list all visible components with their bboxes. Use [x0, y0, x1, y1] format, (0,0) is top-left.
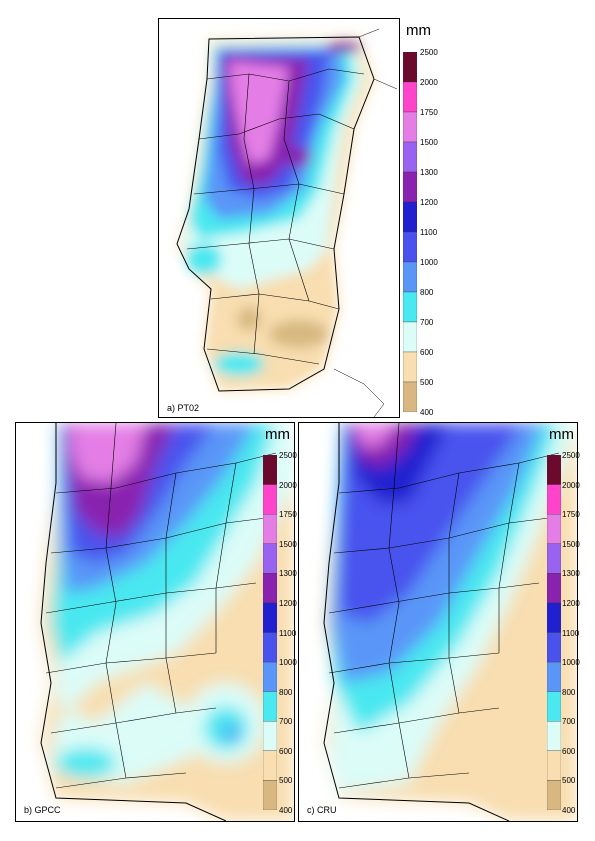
colorbar-segment: [402, 51, 418, 83]
colorbar-segment: [262, 514, 278, 544]
panel-label: b) GPCC: [24, 805, 61, 815]
colorbar-tick-label: 1500: [279, 539, 297, 549]
colorbar-segment: [262, 780, 278, 811]
colorbar-segment: [262, 484, 278, 515]
colorbar-segment: [546, 543, 562, 574]
colorbar-segment: [546, 573, 562, 604]
colorbar-segment: [262, 750, 278, 781]
colorbar-tick-label: 600: [562, 746, 576, 756]
colorbar-tick-label: 1100: [420, 228, 438, 237]
colorbar-segment: [262, 661, 278, 692]
colorbar-tick-label: 800: [279, 687, 293, 697]
colorbar-tick-label: 1300: [279, 569, 297, 579]
colorbar-tick-label: 1500: [562, 539, 580, 549]
colorbar-segment: [262, 691, 278, 722]
colorbar-segment: [262, 602, 278, 633]
colorbar-tick-label: 1750: [562, 510, 580, 520]
colorbar-tick-label: 1200: [562, 598, 580, 608]
colorbar-tick-label: 1200: [279, 598, 297, 608]
colorbar-segment: [402, 111, 418, 143]
colorbar-segment: [262, 632, 278, 663]
colorbar-segment: [402, 171, 418, 203]
colorbar-segment: [402, 321, 418, 353]
colorbar-segment: [546, 750, 562, 781]
colorbar-tick-label: 700: [562, 717, 576, 727]
colorbar-segment: [546, 454, 562, 485]
colorbar-segment: [546, 721, 562, 751]
colorbar-tick-label: 2500: [420, 48, 438, 57]
colorbar-tick-label: 1500: [420, 138, 438, 147]
colorbar-tick-label: 1750: [420, 108, 438, 117]
colorbar-segment: [546, 484, 562, 515]
colorbar-segment: [402, 231, 418, 263]
colorbar-segment: [402, 81, 418, 113]
colorbar-tick-label: 700: [279, 717, 293, 727]
colorbar: [546, 454, 562, 815]
colorbar-segment: [546, 632, 562, 663]
colorbar-tick-label: 1000: [420, 258, 438, 267]
colorbar-tick-label: 500: [562, 776, 576, 786]
unit-label: mm: [265, 426, 290, 443]
colorbar-tick-label: 1000: [279, 658, 297, 668]
unit-label: mm: [549, 426, 574, 443]
panel-label: c) CRU: [307, 805, 337, 815]
colorbar: [262, 454, 278, 815]
map-panel-gpcc: b) GPCC: [15, 422, 295, 822]
colorbar-segment: [546, 514, 562, 544]
map-panel-cru: c) CRU: [298, 422, 578, 822]
colorbar-tick-label: 1300: [420, 168, 438, 177]
colorbar-segment: [262, 543, 278, 574]
colorbar-segment: [402, 291, 418, 323]
colorbar-tick-label: 2500: [562, 451, 580, 460]
colorbar-segment: [262, 573, 278, 604]
colorbar-tick-label: 2000: [420, 78, 438, 87]
colorbar: [402, 51, 418, 417]
precipitation-map-pt02: [176, 28, 398, 417]
colorbar-tick-label: 600: [279, 746, 293, 756]
colorbar-tick-label: 800: [562, 687, 576, 697]
colorbar-tick-label: 1000: [562, 658, 580, 668]
colorbar-segment: [402, 261, 418, 293]
colorbar-tick-label: 400: [562, 806, 576, 815]
panel-label: a) PT02: [167, 403, 200, 413]
map-panel-pt02: a) PT02: [158, 18, 400, 418]
colorbar-tick-label: 1100: [562, 628, 580, 638]
colorbar-segment: [546, 780, 562, 811]
colorbar-segment: [262, 454, 278, 485]
unit-label: mm: [406, 22, 431, 39]
precipitation-map-cru: [323, 423, 577, 821]
colorbar-tick-label: 2000: [279, 480, 297, 490]
colorbar-segment: [402, 201, 418, 233]
colorbar-tick-label: 1200: [420, 198, 438, 207]
colorbar-segment: [402, 141, 418, 173]
colorbar-tick-label: 500: [420, 378, 434, 387]
colorbar-tick-label: 500: [279, 776, 293, 786]
colorbar-tick-label: 400: [279, 806, 293, 815]
colorbar-segment: [546, 661, 562, 692]
precipitation-map-gpcc: [40, 423, 294, 821]
colorbar-tick-label: 700: [420, 318, 434, 327]
colorbar-tick-label: 2500: [279, 451, 297, 460]
colorbar-tick-label: 1100: [279, 628, 297, 638]
colorbar-segment: [402, 381, 418, 413]
colorbar-tick-label: 1750: [279, 510, 297, 520]
colorbar-tick-label: 800: [420, 288, 434, 297]
colorbar-segment: [546, 602, 562, 633]
colorbar-segment: [402, 351, 418, 383]
colorbar-tick-label: 1300: [562, 569, 580, 579]
colorbar-tick-label: 2000: [562, 480, 580, 490]
colorbar-segment: [262, 721, 278, 751]
colorbar-segment: [546, 691, 562, 722]
colorbar-tick-label: 400: [420, 408, 434, 417]
colorbar-tick-label: 600: [420, 348, 434, 357]
